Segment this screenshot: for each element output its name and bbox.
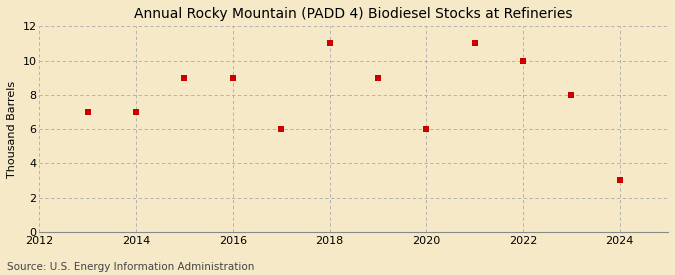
Point — [518, 58, 529, 63]
Point — [614, 178, 625, 183]
Point — [276, 127, 287, 131]
Title: Annual Rocky Mountain (PADD 4) Biodiesel Stocks at Refineries: Annual Rocky Mountain (PADD 4) Biodiesel… — [134, 7, 573, 21]
Point — [131, 110, 142, 114]
Y-axis label: Thousand Barrels: Thousand Barrels — [7, 81, 17, 178]
Point — [179, 75, 190, 80]
Point — [324, 41, 335, 46]
Point — [227, 75, 238, 80]
Point — [82, 110, 93, 114]
Point — [373, 75, 383, 80]
Point — [566, 93, 576, 97]
Point — [469, 41, 480, 46]
Text: Source: U.S. Energy Information Administration: Source: U.S. Energy Information Administ… — [7, 262, 254, 272]
Point — [421, 127, 432, 131]
